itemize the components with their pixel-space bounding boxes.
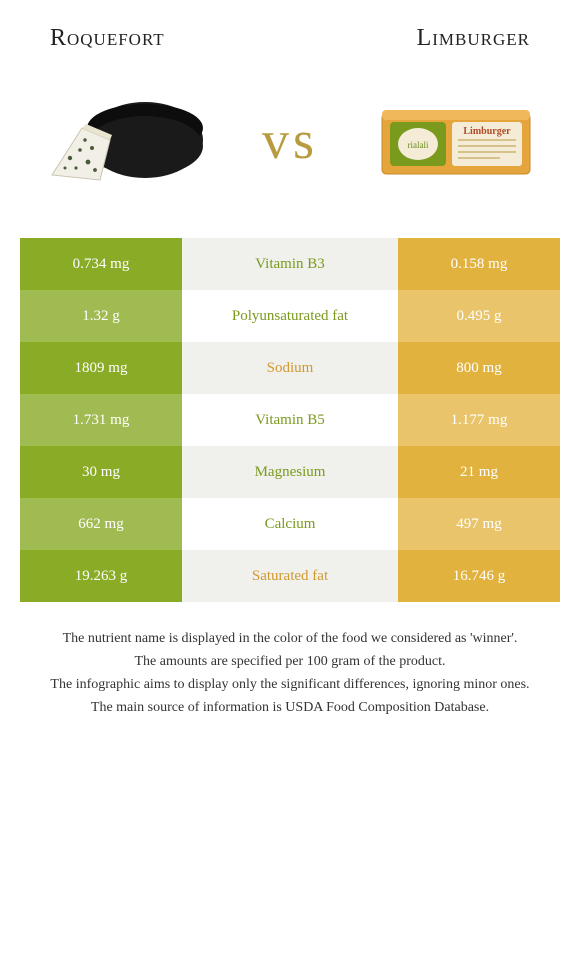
right-value-cell: 16.746 g — [398, 550, 560, 602]
nutrient-label-cell: Saturated fat — [182, 550, 398, 602]
hero-row: vs rialali Limburger — [20, 70, 560, 230]
nutrient-label-cell: Vitamin B5 — [182, 394, 398, 446]
svg-text:Limburger: Limburger — [463, 126, 511, 137]
nutrient-label-cell: Sodium — [182, 342, 398, 394]
right-value-cell: 0.495 g — [398, 290, 560, 342]
left-food-title: Roquefort — [50, 25, 165, 52]
left-value-cell: 19.263 g — [20, 550, 182, 602]
left-value-cell: 1.731 mg — [20, 394, 182, 446]
comparison-table: 0.734 mgVitamin B30.158 mg1.32 gPolyunsa… — [20, 238, 560, 602]
table-row: 1809 mgSodium800 mg — [20, 342, 560, 394]
footnote-line: The infographic aims to display only the… — [30, 674, 550, 695]
nutrient-label-cell: Magnesium — [182, 446, 398, 498]
table-row: 1.731 mgVitamin B51.177 mg — [20, 394, 560, 446]
right-value-cell: 497 mg — [398, 498, 560, 550]
left-value-cell: 0.734 mg — [20, 238, 182, 290]
vs-label: vs — [262, 109, 318, 171]
table-row: 0.734 mgVitamin B30.158 mg — [20, 238, 560, 290]
roquefort-image — [40, 80, 210, 200]
left-value-cell: 662 mg — [20, 498, 182, 550]
nutrient-label-cell: Vitamin B3 — [182, 238, 398, 290]
right-value-cell: 21 mg — [398, 446, 560, 498]
table-row: 30 mgMagnesium21 mg — [20, 446, 560, 498]
header-row: Roquefort Limburger — [20, 25, 560, 70]
nutrient-label-cell: Calcium — [182, 498, 398, 550]
left-value-cell: 30 mg — [20, 446, 182, 498]
nutrient-label-cell: Polyunsaturated fat — [182, 290, 398, 342]
table-row: 1.32 gPolyunsaturated fat0.495 g — [20, 290, 560, 342]
right-value-cell: 1.177 mg — [398, 394, 560, 446]
left-value-cell: 1809 mg — [20, 342, 182, 394]
table-row: 662 mgCalcium497 mg — [20, 498, 560, 550]
right-value-cell: 800 mg — [398, 342, 560, 394]
left-value-cell: 1.32 g — [20, 290, 182, 342]
right-food-title: Limburger — [417, 25, 530, 52]
table-row: 19.263 gSaturated fat16.746 g — [20, 550, 560, 602]
footnotes: The nutrient name is displayed in the co… — [20, 628, 560, 718]
right-value-cell: 0.158 mg — [398, 238, 560, 290]
footnote-line: The nutrient name is displayed in the co… — [30, 628, 550, 649]
svg-text:rialali: rialali — [407, 140, 428, 150]
limburger-image: rialali Limburger — [370, 80, 540, 200]
footnote-line: The main source of information is USDA F… — [30, 697, 550, 718]
footnote-line: The amounts are specified per 100 gram o… — [30, 651, 550, 672]
